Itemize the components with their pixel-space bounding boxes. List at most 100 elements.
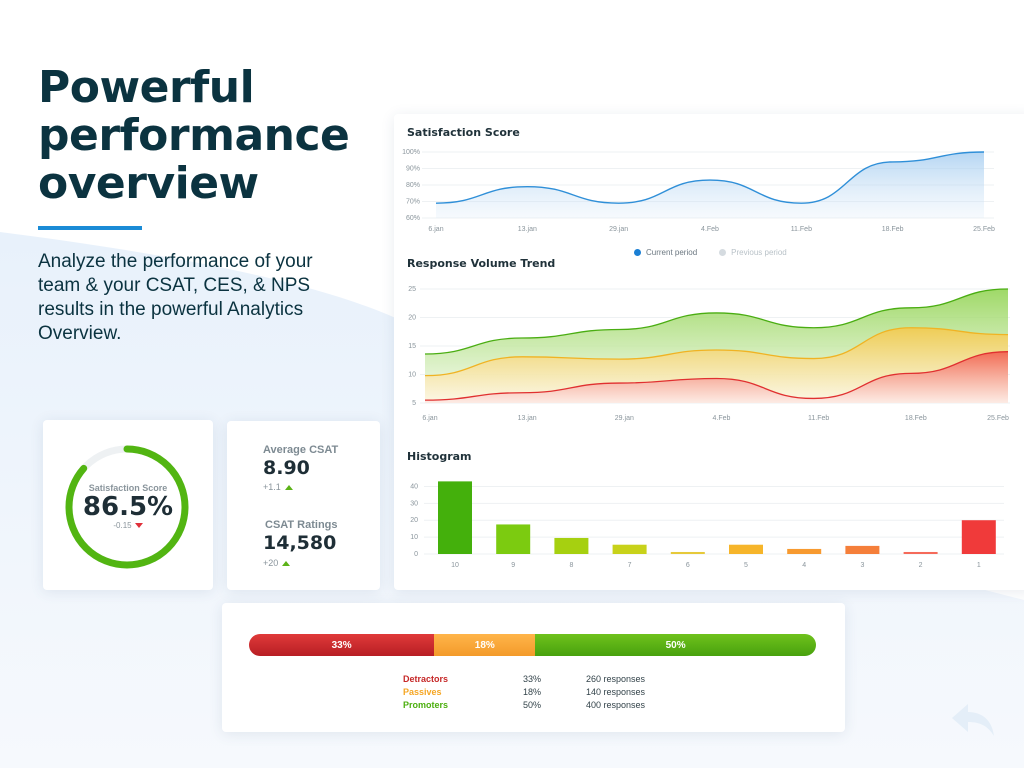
nps-row-responses: 260 responses (586, 674, 646, 684)
satisfaction-gauge-card: Satisfaction Score 86.5% -0.15 (43, 420, 213, 590)
trend-up-icon (284, 485, 293, 491)
hero-subtitle: Analyze the performance of your team & y… (38, 251, 313, 344)
nps-bar-detractors[interactable]: 33% (249, 634, 435, 656)
nps-breakdown-card: 33% 18% 50% Detractors 33% 260 responses… (222, 603, 845, 732)
nps-row-percent: 50% (523, 700, 542, 710)
nps-row-responses: 140 responses (586, 687, 646, 697)
histogram-bar (612, 544, 647, 554)
x-tick-label: 8 (569, 562, 573, 569)
volume-chart-title: Response Volume Trend (407, 257, 556, 270)
histogram-title: Histogram (407, 450, 472, 463)
y-tick-label: 0 (414, 551, 418, 558)
histogram-bar (961, 520, 996, 554)
x-tick-label: 13.jan (518, 415, 537, 422)
x-tick-label: 29.jan (609, 226, 628, 233)
gauge-label: Satisfaction Score (88, 483, 168, 493)
avg-csat-value: 8.90 (263, 457, 310, 479)
x-tick-label: 18.Feb (905, 415, 927, 422)
x-tick-label: 4.Feb (701, 226, 719, 233)
x-tick-label: 6.jan (428, 226, 443, 233)
series-line-green (424, 288, 1009, 355)
satisfaction-chart: 100% 90% 80% 70% 60% 6.jan 13.jan 29.jan 4.Feb 11… (402, 149, 995, 233)
series-line-red (424, 351, 1009, 401)
histogram-bar (670, 551, 705, 554)
x-tick-label: 4 (802, 562, 806, 569)
x-tick-label: 6 (686, 562, 690, 569)
nps-row-detractors: Detractors 33% 260 responses (403, 674, 663, 687)
y-tick-label: 10 (410, 534, 418, 541)
nps-row-responses: 400 responses (586, 700, 646, 710)
nps-bar-promoters[interactable]: 50% (535, 634, 816, 656)
series-area-orange (425, 327, 1008, 403)
y-tick-label: 70% (406, 199, 420, 206)
x-tick-label: 25.Feb (987, 415, 1009, 422)
csat-ratings-label: CSAT Ratings (265, 519, 338, 531)
y-tick-label: 5 (412, 400, 416, 407)
histogram-bar (438, 481, 472, 554)
csat-ratings-value: 14,580 (263, 532, 337, 554)
nps-stacked-bar: 33% 18% 50% (249, 634, 816, 656)
histogram-bar (845, 545, 880, 554)
csat-ratings-delta: +20 (263, 558, 291, 568)
y-tick-label: 100% (402, 149, 420, 156)
x-tick-label: 5 (744, 562, 748, 569)
histogram-bar (496, 524, 531, 554)
x-tick-label: 18.Feb (882, 226, 904, 233)
histogram-bar (903, 551, 938, 554)
nps-row-name: Passives (403, 687, 442, 697)
x-tick-label: 7 (628, 562, 632, 569)
nps-row-name: Promoters (403, 700, 449, 710)
nps-row-percent: 18% (523, 687, 542, 697)
satisfaction-legend: Current period Previous period (634, 248, 787, 257)
hero-title: Powerful performance overview (38, 62, 350, 209)
y-tick-label: 25 (408, 286, 416, 293)
hero-divider (38, 226, 142, 230)
x-tick-label: 13.jan (518, 226, 537, 233)
analytics-panel: Satisfaction Score 100% 90% 80% 70% 60% 6.jan… (394, 114, 1024, 590)
y-tick-label: 20 (408, 315, 416, 322)
series-area-red (425, 351, 1008, 403)
x-tick-label: 29.jan (615, 415, 634, 422)
x-tick-label: 9 (511, 562, 515, 569)
x-tick-label: 11.Feb (791, 226, 812, 233)
series-line-orange (424, 327, 1009, 377)
x-tick-label: 10 (451, 562, 459, 569)
legend-current[interactable]: Current period (634, 248, 697, 257)
nps-bar-passives[interactable]: 18% (434, 634, 536, 656)
x-tick-label: 1 (977, 562, 981, 569)
x-tick-label: 2 (919, 562, 923, 569)
series-line-current (435, 151, 985, 204)
series-area-current (436, 152, 984, 218)
y-tick-label: 10 (408, 372, 416, 379)
gauge-delta-value: -0.15 (113, 521, 132, 530)
avg-csat-label: Average CSAT (263, 444, 339, 456)
legend-current-dot (634, 249, 641, 256)
gauge-delta: -0.15 (43, 521, 213, 530)
x-tick-label: 6.jan (422, 415, 437, 422)
satisfaction-chart-title: Satisfaction Score (407, 126, 520, 139)
y-tick-label: 15 (408, 343, 416, 350)
y-tick-label: 40 (410, 483, 418, 490)
y-tick-label: 20 (410, 517, 418, 524)
nps-row-passives: Passives 18% 140 responses (403, 687, 663, 700)
y-tick-label: 60% (406, 215, 420, 222)
gauge-value: 86.5% (82, 492, 174, 522)
csat-stats-card: Average CSAT 8.90 +1.1 CSAT Ratings 14,5… (227, 421, 380, 590)
gauge-arc (65, 445, 189, 569)
avg-csat-delta: +1.1 (263, 482, 293, 492)
trend-up-icon (282, 561, 291, 567)
nps-row-percent: 33% (523, 674, 542, 684)
nps-row-promoters: Promoters 50% 400 responses (403, 700, 663, 713)
histogram-bar (787, 548, 822, 554)
legend-previous[interactable]: Previous period (719, 248, 787, 257)
legend-current-label: Current period (646, 248, 698, 257)
back-arrow-icon[interactable] (948, 700, 996, 740)
x-tick-label: 4.Feb (713, 415, 731, 422)
histogram-bar (729, 544, 763, 554)
x-tick-label: 25.Feb (973, 226, 995, 233)
y-tick-label: 30 (410, 500, 418, 507)
legend-previous-dot (719, 249, 727, 256)
histogram-chart: 40 30 20 10 0 10 9 8 7 6 5 4 3 2 1 (410, 481, 1004, 569)
avg-csat-delta-value: +1.1 (263, 482, 281, 492)
csat-ratings-delta-value: +20 (263, 558, 279, 568)
